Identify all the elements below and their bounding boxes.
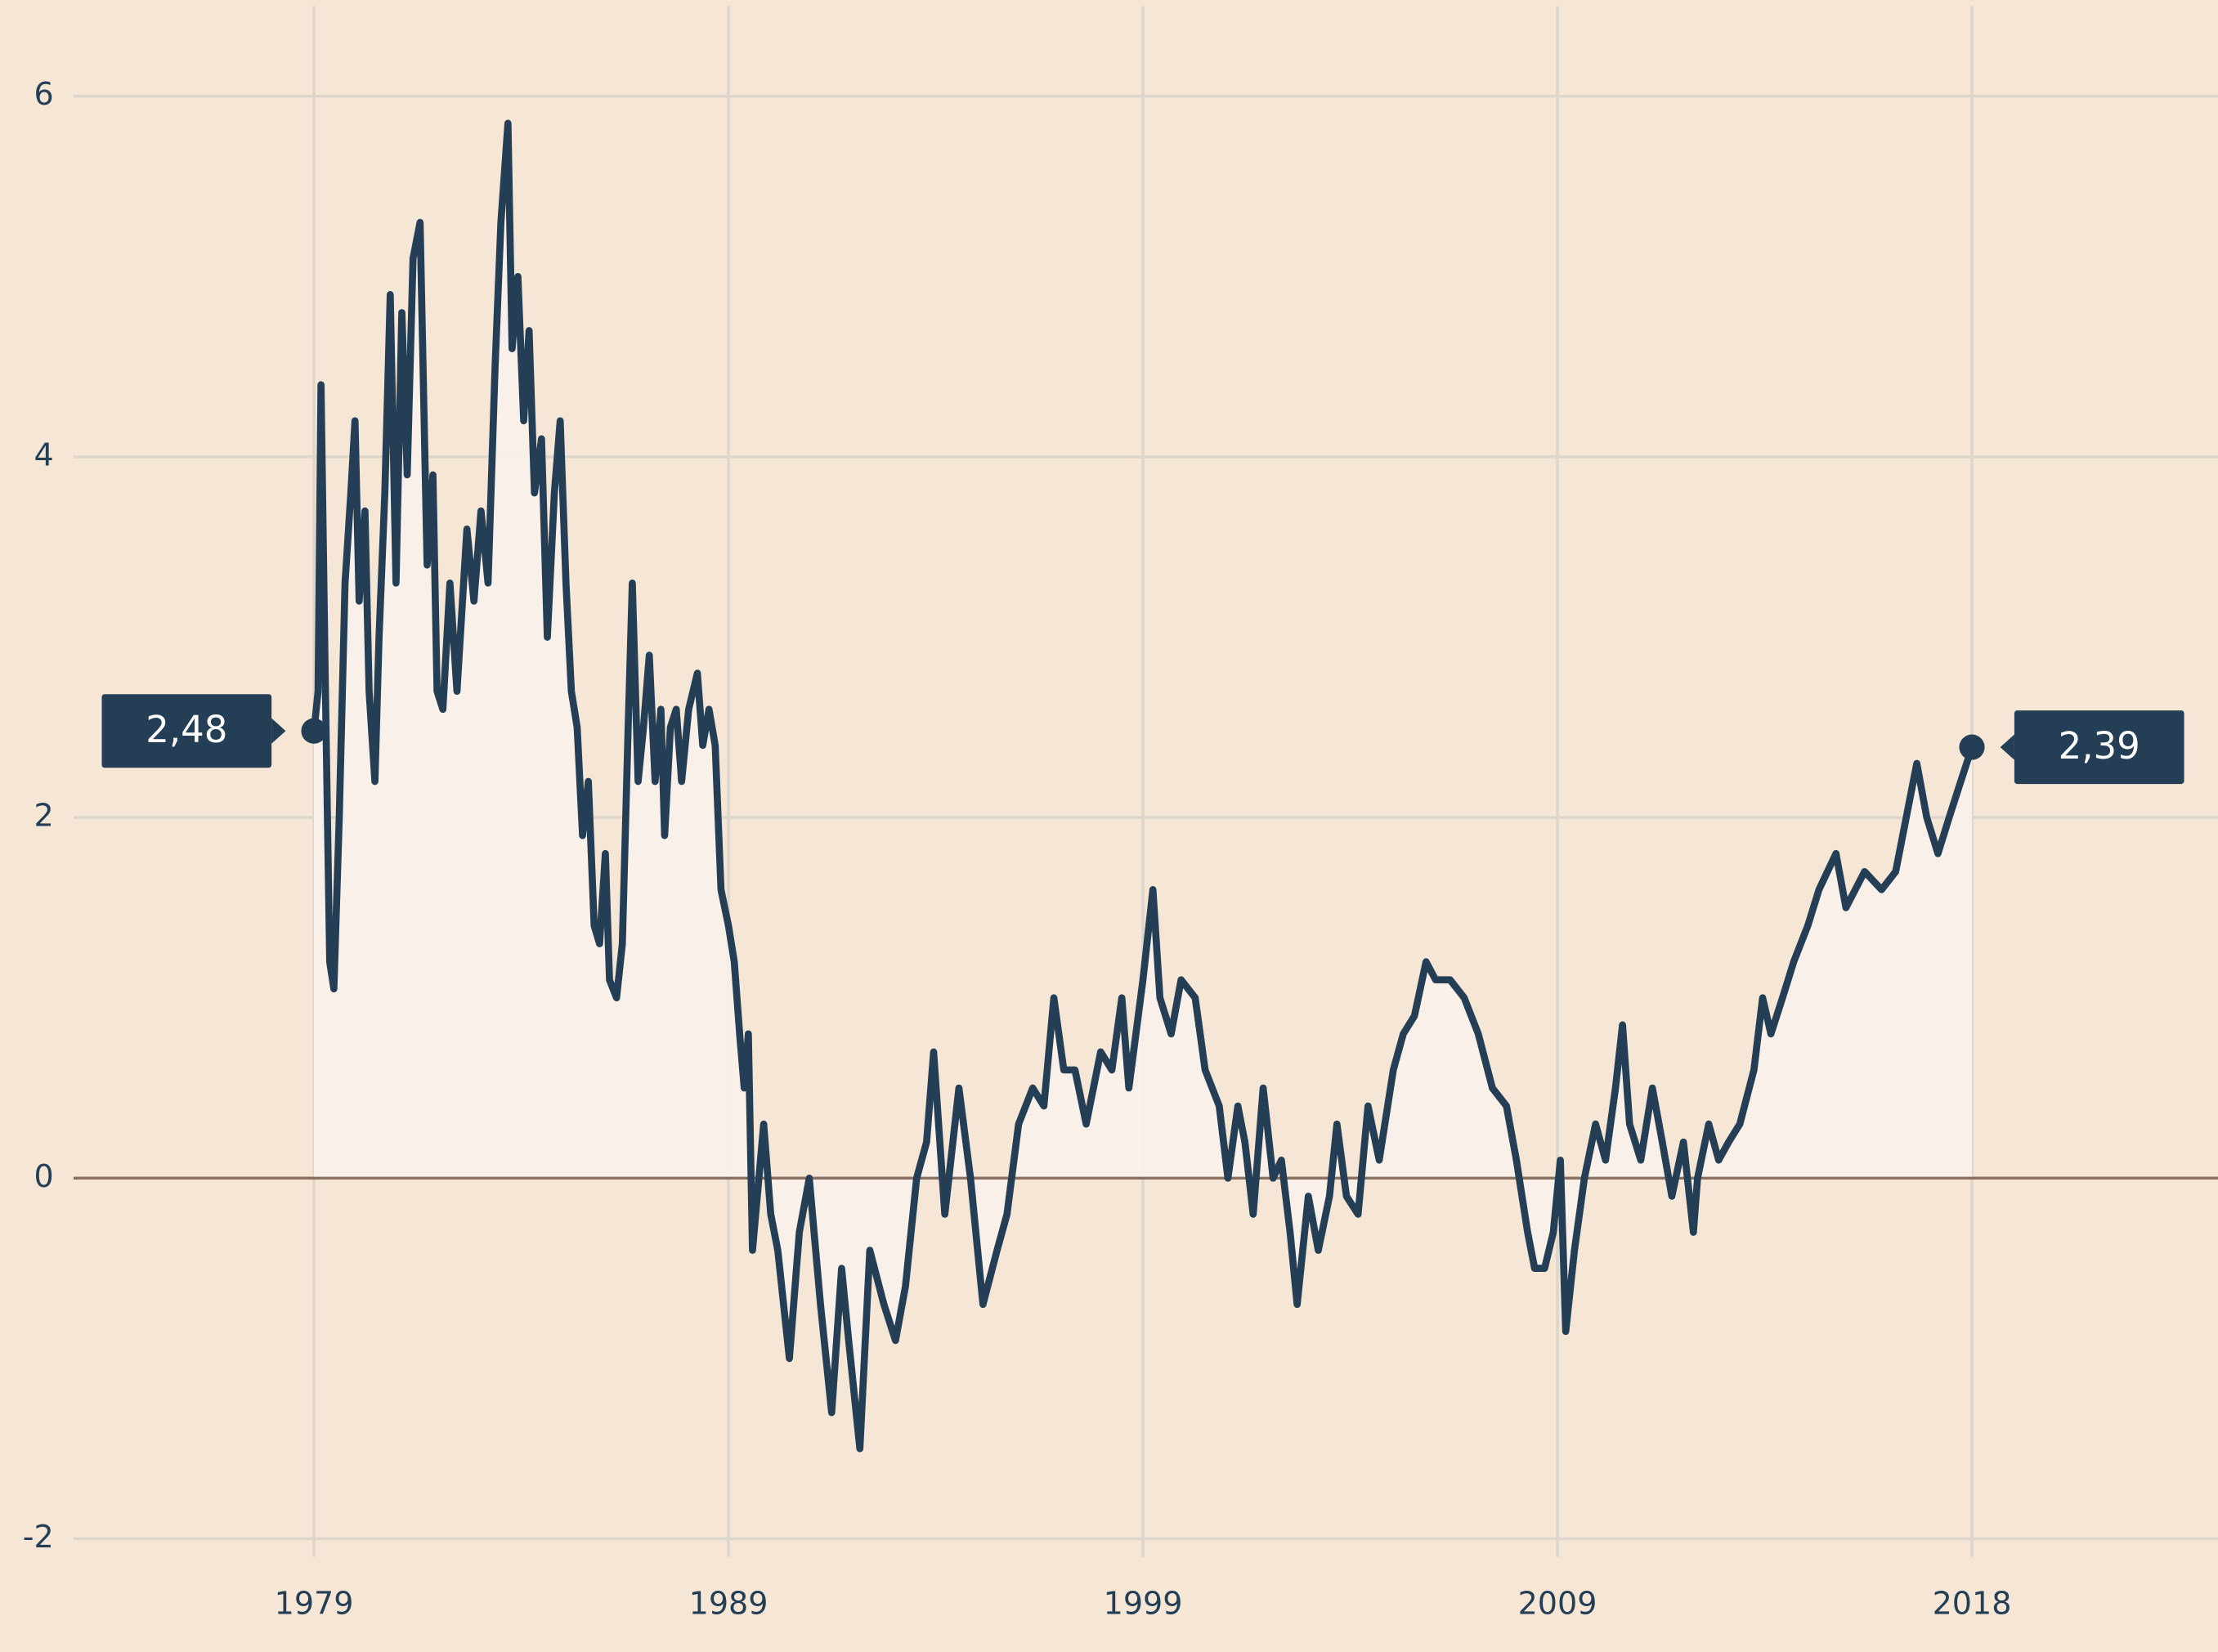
annotation-pointer bbox=[271, 718, 286, 744]
x-tick-label: 1979 bbox=[275, 1585, 354, 1621]
y-tick-label: 0 bbox=[34, 1158, 54, 1194]
annotation-box bbox=[2014, 710, 2184, 785]
end-point bbox=[301, 718, 327, 744]
x-tick-label: 1999 bbox=[1104, 1585, 1183, 1621]
annotation-pointer bbox=[2000, 734, 2014, 760]
x-tick-label: 1989 bbox=[689, 1585, 768, 1621]
area bbox=[314, 123, 1973, 1449]
annotation-label: 2,39 bbox=[2059, 724, 2140, 768]
x-tick-label: 2018 bbox=[1933, 1585, 2012, 1621]
y-tick-label: 4 bbox=[34, 437, 54, 472]
x-tick-label: 2009 bbox=[1518, 1585, 1597, 1621]
annotation-box bbox=[101, 694, 272, 768]
line bbox=[310, 119, 1976, 1453]
end-point bbox=[1959, 734, 1985, 760]
y-tick-label: 2 bbox=[34, 798, 54, 834]
y-tick-label: 6 bbox=[34, 76, 54, 112]
annotation-label: 2,48 bbox=[146, 708, 227, 751]
y-tick-label: -2 bbox=[23, 1519, 54, 1555]
